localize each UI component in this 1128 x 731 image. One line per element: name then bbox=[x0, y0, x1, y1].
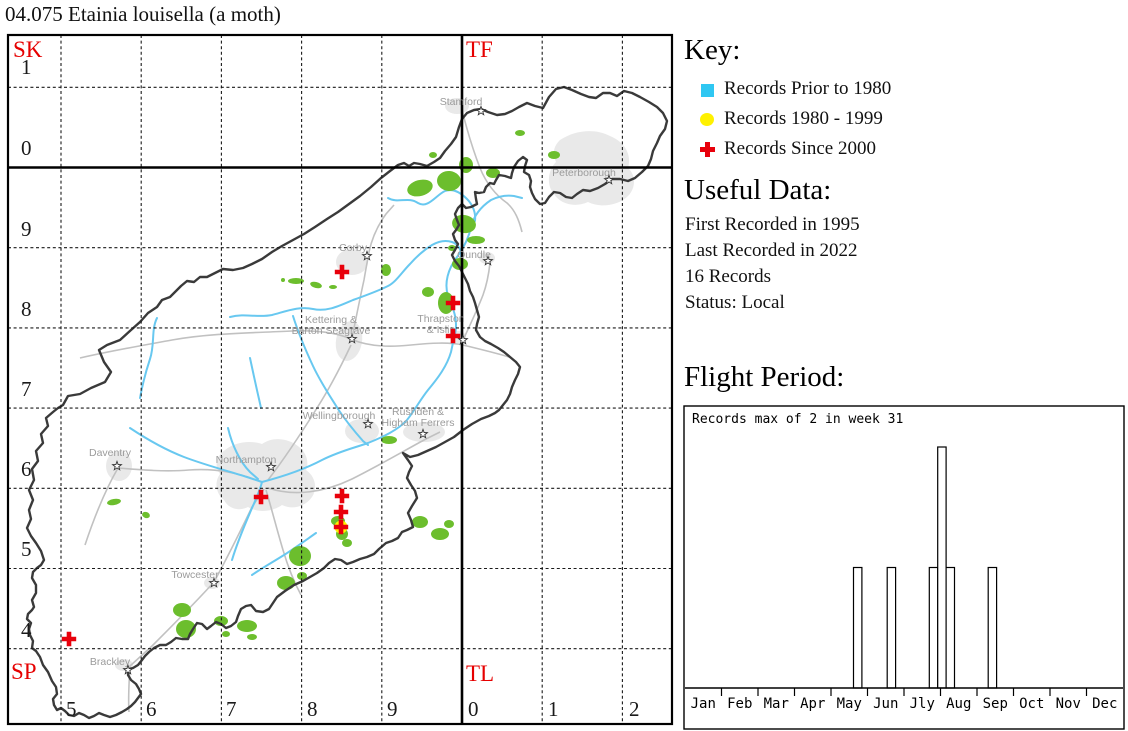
svg-text:6: 6 bbox=[21, 457, 32, 481]
1980-1999-circle-icon bbox=[700, 112, 715, 127]
svg-text:7: 7 bbox=[226, 697, 237, 721]
svg-text:Oct: Oct bbox=[1019, 696, 1044, 712]
svg-text:Wellingborough: Wellingborough bbox=[303, 410, 376, 422]
svg-text:Daventry: Daventry bbox=[89, 447, 132, 459]
svg-text:Towcester: Towcester bbox=[171, 569, 219, 581]
svg-text:May: May bbox=[837, 696, 862, 712]
key-heading: Key: bbox=[684, 34, 741, 66]
key-legend: Records Prior to 1980 Records 1980 - 199… bbox=[700, 74, 891, 164]
svg-text:Jan: Jan bbox=[691, 696, 716, 712]
svg-text:Apr: Apr bbox=[800, 696, 825, 712]
svg-text:TL: TL bbox=[466, 661, 494, 686]
svg-text:SP: SP bbox=[11, 659, 37, 684]
svg-text:6: 6 bbox=[146, 697, 157, 721]
svg-text:2: 2 bbox=[629, 697, 640, 721]
svg-text:Jly: Jly bbox=[910, 696, 935, 712]
svg-text:Higham Ferrers: Higham Ferrers bbox=[382, 417, 455, 429]
since-2000-cross-icon bbox=[700, 141, 715, 157]
urban-areas bbox=[106, 98, 634, 671]
svg-text:Jun: Jun bbox=[873, 696, 898, 712]
svg-text:Brackley: Brackley bbox=[90, 656, 131, 668]
svg-text:Northampton: Northampton bbox=[216, 454, 277, 466]
town-labels: Stamford Peterborough Corby Oundle Kettering… bbox=[89, 96, 616, 675]
svg-text:Kettering &: Kettering & bbox=[305, 314, 357, 326]
page-title: 04.075 Etainia louisella (a moth) bbox=[5, 2, 281, 26]
svg-text:8: 8 bbox=[21, 297, 32, 321]
svg-text:0: 0 bbox=[468, 697, 479, 721]
last-recorded: Last Recorded in 2022 bbox=[685, 240, 858, 261]
svg-text:5: 5 bbox=[66, 697, 77, 721]
svg-text:7: 7 bbox=[21, 377, 32, 401]
svg-text:TF: TF bbox=[466, 37, 493, 62]
svg-text:Records max of 2 in week 31: Records max of 2 in week 31 bbox=[692, 412, 903, 427]
key-item-1980-1999: Records 1980 - 1999 bbox=[700, 104, 891, 134]
svg-text:Feb: Feb bbox=[727, 696, 752, 712]
urban-northampton bbox=[216, 439, 316, 511]
prior-1980-square-icon bbox=[700, 82, 715, 97]
svg-text:5: 5 bbox=[21, 537, 32, 561]
svg-text:Rushden &: Rushden & bbox=[392, 406, 444, 418]
svg-text:0: 0 bbox=[21, 136, 32, 160]
svg-text:Corby: Corby bbox=[339, 242, 368, 254]
svg-text:Thrapston: Thrapston bbox=[417, 313, 464, 325]
urban-kettering bbox=[335, 321, 363, 361]
svg-text:9: 9 bbox=[21, 217, 32, 241]
svg-text:Nov: Nov bbox=[1056, 696, 1081, 712]
roads bbox=[79, 109, 523, 713]
svg-text:4: 4 bbox=[21, 618, 32, 642]
svg-text:8: 8 bbox=[307, 697, 318, 721]
status: Status: Local bbox=[685, 292, 785, 313]
woodland-patches bbox=[107, 130, 560, 640]
svg-text:SK: SK bbox=[13, 37, 43, 62]
grid-lines bbox=[6, 33, 674, 726]
svg-text:Stamford: Stamford bbox=[440, 96, 483, 108]
svg-text:1: 1 bbox=[21, 55, 32, 79]
rivers bbox=[129, 189, 523, 576]
svg-text:1: 1 bbox=[548, 697, 559, 721]
urban-wellingborough bbox=[345, 419, 379, 443]
key-item-since-2000: Records Since 2000 bbox=[700, 134, 891, 164]
svg-text:9: 9 bbox=[387, 697, 398, 721]
svg-text:Peterborough: Peterborough bbox=[552, 167, 616, 179]
flight-period-heading: Flight Period: bbox=[684, 361, 845, 393]
key-item-prior-1980: Records Prior to 1980 bbox=[700, 74, 891, 104]
flight-period-chart: Records max of 2 in week 31 Jan Feb Mar Apr M… bbox=[683, 405, 1125, 731]
useful-data-lines: First Recorded in 1995 Last Recorded in … bbox=[685, 212, 860, 316]
useful-data-heading: Useful Data: bbox=[684, 174, 832, 206]
svg-text:Oundle: Oundle bbox=[457, 249, 491, 261]
svg-text:Sep: Sep bbox=[983, 696, 1008, 712]
record-markers bbox=[61, 264, 461, 647]
record-count: 16 Records bbox=[685, 266, 772, 287]
distribution-map: Stamford Peterborough Corby Oundle Kettering… bbox=[6, 33, 674, 726]
svg-text:Dec: Dec bbox=[1092, 696, 1117, 712]
first-recorded: First Recorded in 1995 bbox=[685, 214, 860, 235]
svg-text:Barton Seagrave: Barton Seagrave bbox=[292, 325, 371, 337]
svg-text:Mar: Mar bbox=[764, 696, 789, 712]
svg-text:Aug: Aug bbox=[946, 696, 971, 712]
svg-text:& Islip: & Islip bbox=[427, 324, 456, 336]
